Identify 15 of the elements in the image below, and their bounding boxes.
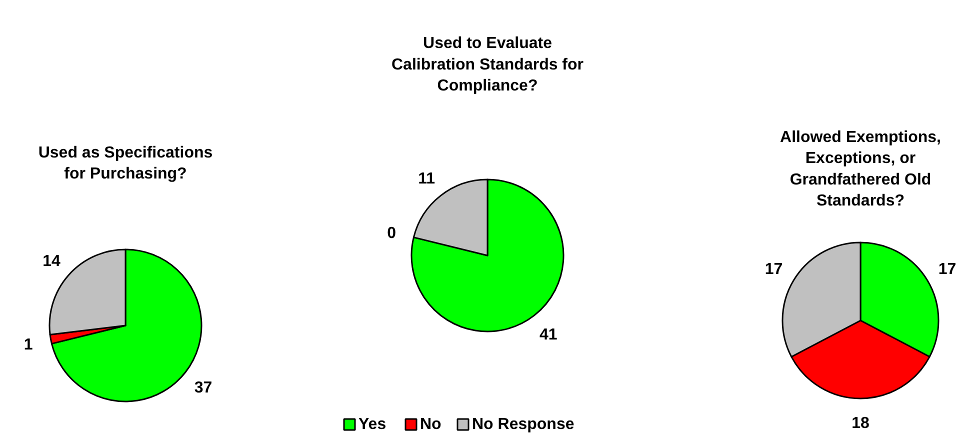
legend-label: No Response xyxy=(472,416,574,433)
chart-title: Allowed Exemptions, Exceptions, or Grandfathered Old Standards? xyxy=(780,128,941,210)
data-label: 14 xyxy=(42,252,61,270)
data-label: 17 xyxy=(938,261,956,278)
data-label: 17 xyxy=(764,261,783,278)
data-label: 18 xyxy=(852,414,870,432)
chart-title: Used to Evaluate Calibration Standards for Compliance? xyxy=(391,35,584,94)
legend-label: No xyxy=(420,416,442,433)
data-label: 37 xyxy=(194,379,212,396)
text: 0 xyxy=(387,224,396,242)
data-label: 1 xyxy=(24,336,33,354)
chart-title: Used as Specifications for Purchasing? xyxy=(38,144,213,182)
data-label: 11 xyxy=(418,170,436,188)
legend-label: Yes xyxy=(358,416,386,433)
data-label: 41 xyxy=(540,326,558,344)
